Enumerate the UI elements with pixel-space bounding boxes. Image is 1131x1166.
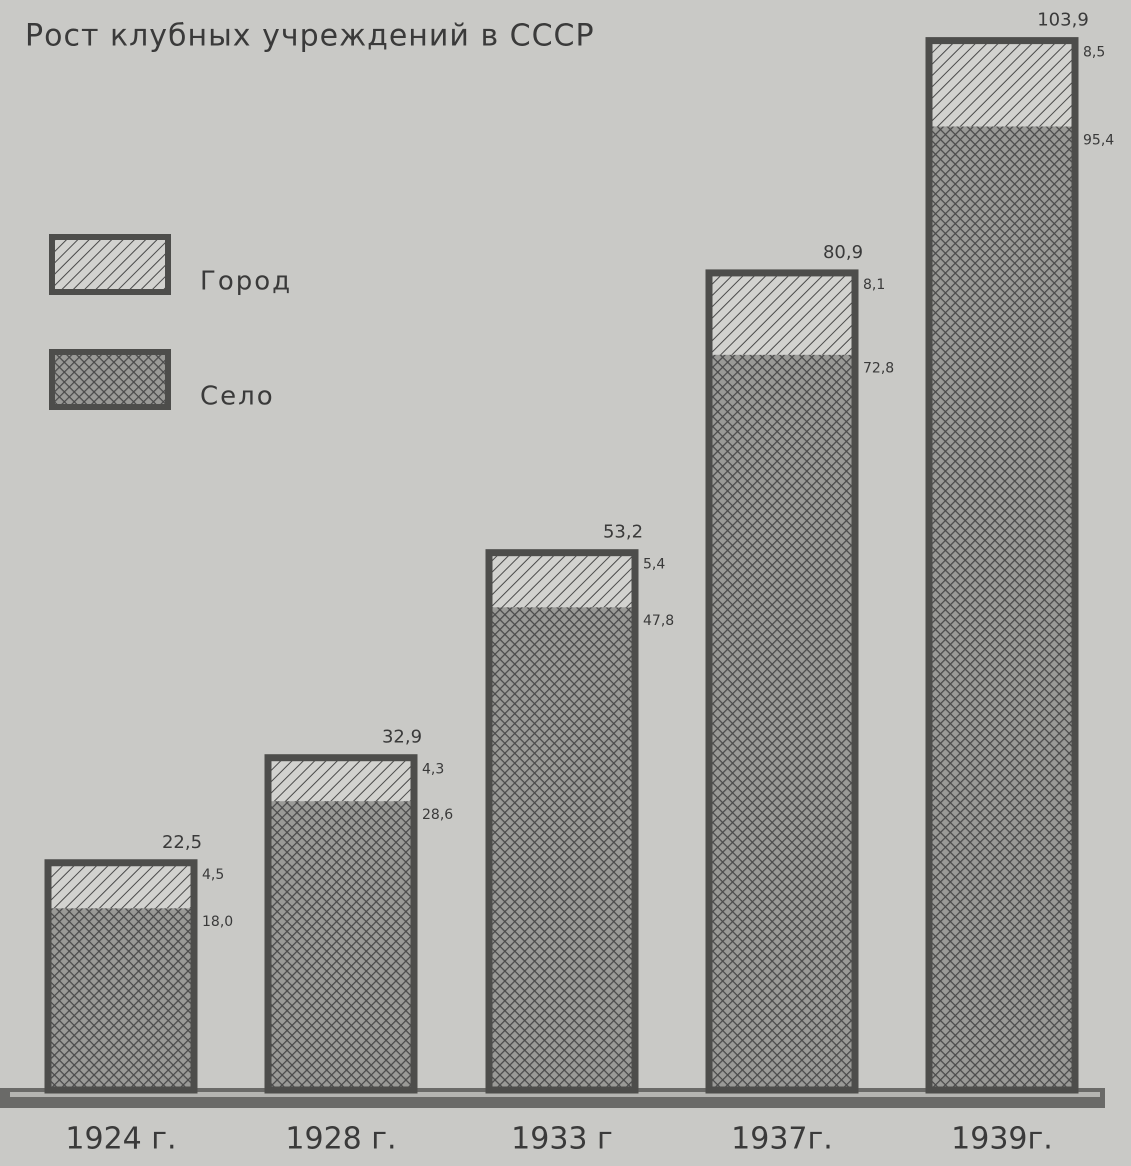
x-tick-label: 1933 г (511, 1122, 613, 1157)
bar-segment (929, 40, 1075, 127)
total-label: 80,9 (823, 242, 863, 263)
x-tick-label: 1937г. (731, 1122, 833, 1157)
x-tick-label: 1924 г. (65, 1122, 176, 1157)
legend-label: Город (200, 267, 292, 297)
bar-segment (489, 552, 635, 608)
x-tick-label: 1939г. (951, 1122, 1053, 1157)
bar-segment (489, 607, 635, 1090)
total-label: 103,9 (1037, 10, 1089, 31)
baseline-highlight (10, 1092, 1100, 1097)
bar-outline (705, 269, 859, 1094)
bar-segment (48, 908, 194, 1090)
bar-outline (44, 859, 198, 1094)
segment-label: 5,4 (643, 557, 665, 573)
legend: Город Село (49, 234, 292, 412)
segment-label: 4,5 (202, 867, 224, 883)
segment-label: 95,4 (1083, 132, 1114, 148)
legend-swatch (49, 234, 171, 295)
bar-outline (485, 549, 639, 1094)
bar-segment (709, 272, 855, 355)
total-label: 53,2 (603, 522, 643, 543)
x-tick-label: 1928 г. (285, 1122, 396, 1157)
segment-label: 8,1 (863, 277, 885, 293)
bar-segment (48, 862, 194, 909)
legend-swatch (49, 349, 171, 410)
segment-label: 4,3 (422, 762, 444, 778)
total-label: 32,9 (382, 727, 422, 748)
bar-segment (268, 801, 414, 1090)
total-label: 22,5 (162, 832, 202, 853)
bar-segment (709, 354, 855, 1091)
bar-segment (268, 757, 414, 802)
segment-label: 8,5 (1083, 45, 1105, 61)
bar-outline (264, 754, 418, 1094)
segment-label: 18,0 (202, 914, 233, 930)
segment-label: 47,8 (643, 613, 674, 629)
legend-label: Село (200, 382, 275, 412)
chart-title: Рост клубных учреждений в СССР (25, 19, 595, 54)
bar-outline (925, 37, 1079, 1094)
bar-segment (929, 126, 1075, 1090)
segment-label: 72,8 (863, 361, 894, 377)
segment-label: 28,6 (422, 807, 453, 823)
